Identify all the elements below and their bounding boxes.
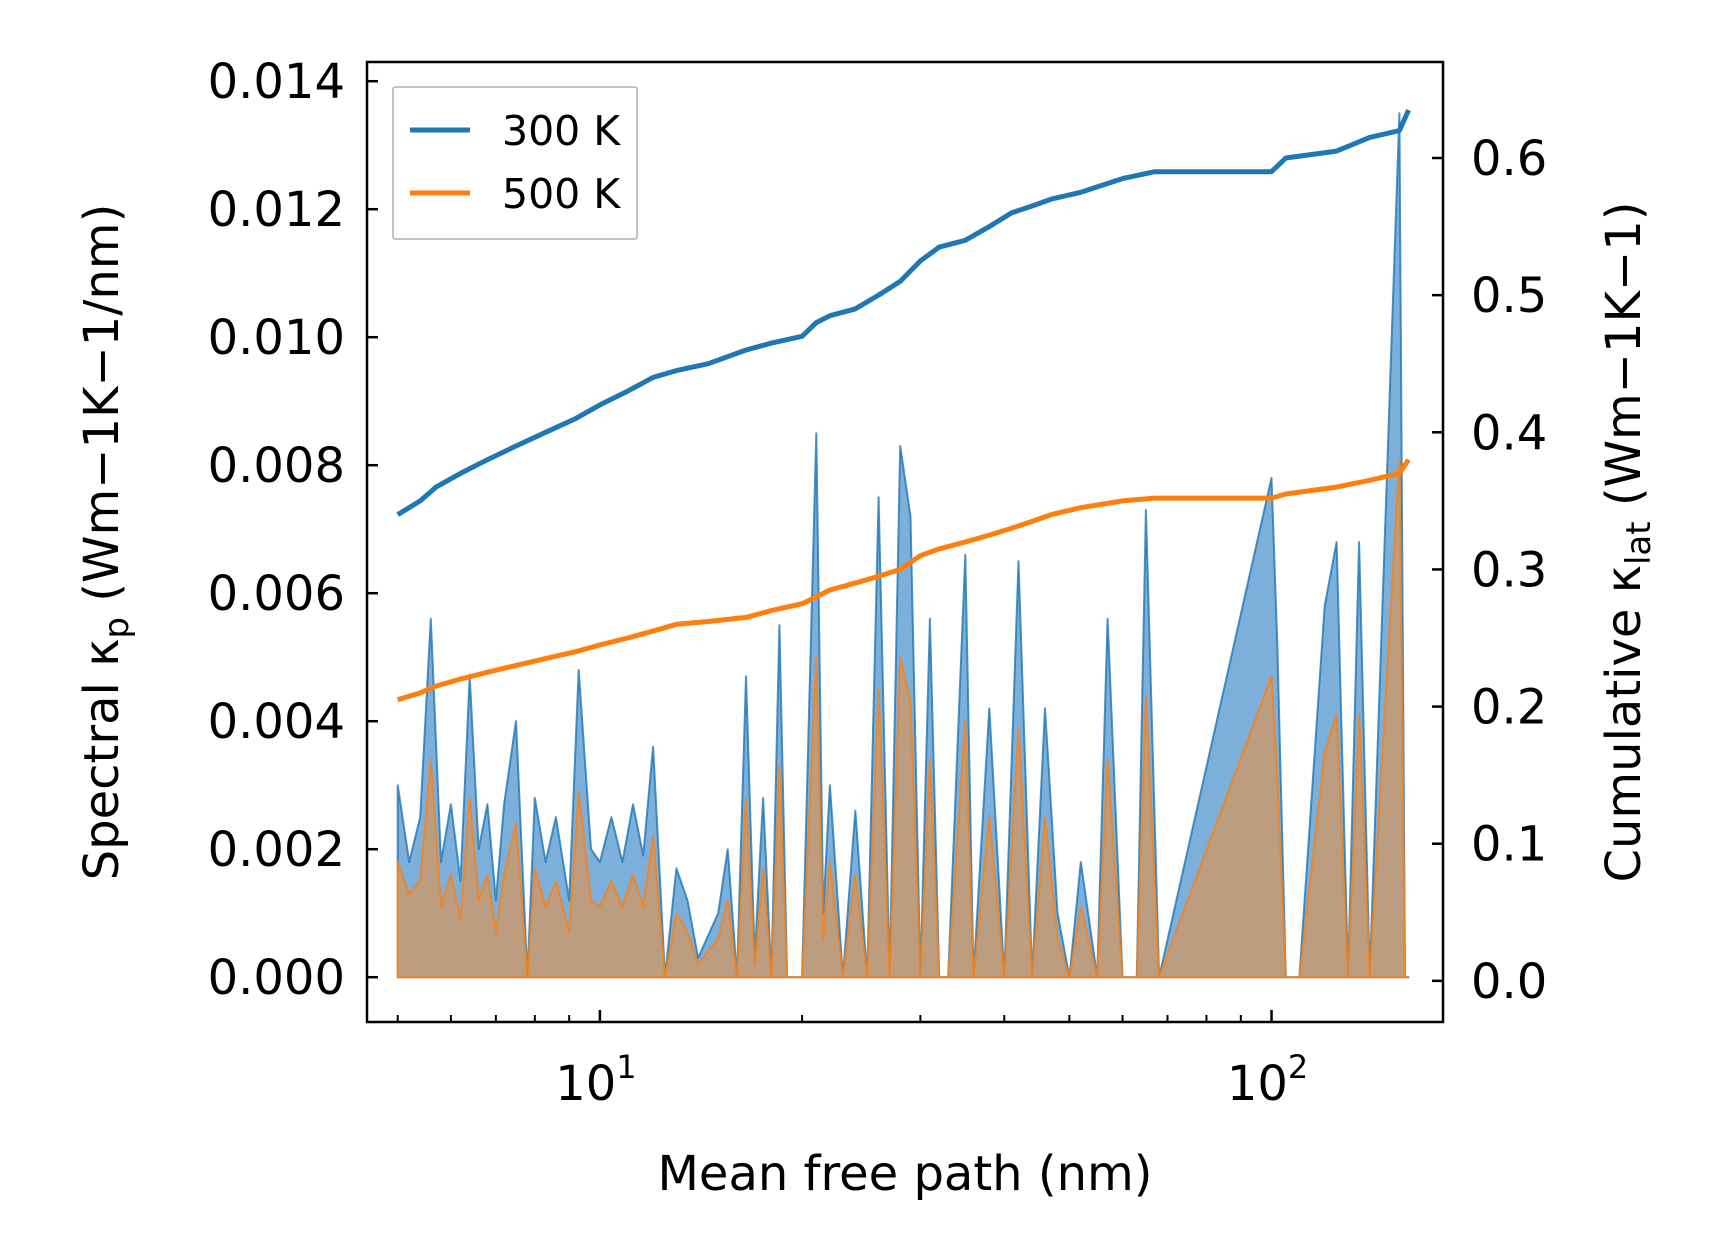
right-y-axis-label: Cumulative κlat (Wm−1K−1) [1596, 201, 1659, 882]
legend-label: 300 K [502, 107, 621, 155]
left-y-tick-label: 0.012 [208, 182, 345, 238]
right-y-tick-label: 0.5 [1471, 268, 1547, 324]
cumulative-line-300k [396, 108, 1411, 517]
right-y-tick-label: 0.1 [1471, 817, 1547, 873]
legend: 300 K 500 K [392, 86, 638, 240]
legend-box [392, 86, 638, 240]
left-y-tick-label: 0.008 [208, 438, 345, 494]
left-y-tick-label: 0.006 [208, 566, 345, 622]
left-y-tick-label: 0.002 [208, 822, 345, 878]
plot-marks [396, 108, 1411, 979]
right-y-tick-label: 0.0 [1471, 954, 1547, 1010]
right-y-tick-label: 0.3 [1471, 542, 1547, 598]
plot-frame [365, 60, 1445, 1024]
legend-label: 500 K [502, 170, 621, 218]
x-axis-label: Mean free path (nm) [658, 1146, 1153, 1202]
left-y-tick-label: 0.010 [208, 310, 345, 366]
right-y-tick-label: 0.6 [1471, 131, 1547, 187]
left-y-tick-label: 0.000 [208, 950, 345, 1006]
spectral-area-300k [396, 112, 1410, 979]
x-tick-label: 101 [555, 1048, 636, 1112]
left-y-axis-label: Spectral κp (Wm−1K−1/nm) [74, 204, 137, 881]
cumulative-line-500k [396, 458, 1411, 703]
right-y-tick-label: 0.2 [1471, 680, 1547, 736]
ticks: 0.000 0.002 0.004 0.006 0.008 0.010 0.012 0.014… [208, 54, 1548, 1112]
left-y-tick-label: 0.014 [208, 54, 345, 110]
spectral-area-500k [396, 457, 1410, 979]
x-tick-label: 102 [1227, 1048, 1308, 1112]
right-y-tick-label: 0.4 [1471, 405, 1547, 461]
left-y-tick-label: 0.004 [208, 694, 345, 750]
